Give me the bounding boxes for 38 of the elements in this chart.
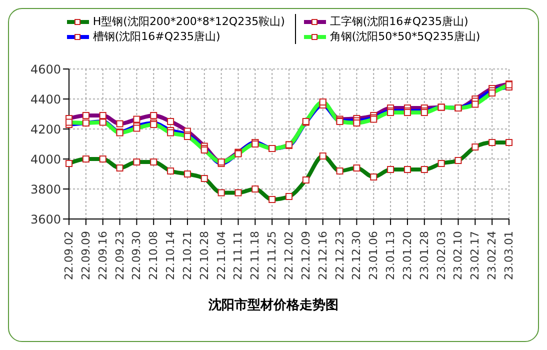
x-tick-label: 22.10.14 [164,231,178,280]
y-tick-label: 4200 [30,122,61,136]
y-tick-label: 4600 [30,62,61,76]
x-tick-label: 23.02.10 [452,231,465,280]
y-tick-label: 3600 [30,212,61,226]
x-tick-label: 23.01.06 [367,231,380,280]
x-tick-label: 23.01.20 [400,231,414,280]
x-tick-label: 22.11.04 [214,231,228,280]
legend-label: 角钢(沈阳50*50*5Q235唐山) [330,29,480,44]
x-tick-label: 23.02.03 [434,231,448,280]
y-tick-label: 4400 [30,92,61,106]
x-tick-label: 22.09.16 [96,231,110,280]
legend-label: H型钢(沈阳200*200*8*12Q235鞍山) [92,14,285,29]
x-tick-label: 22.09.23 [113,231,126,280]
legend-label: 工字钢(沈阳16#Q235唐山) [330,14,468,29]
x-tick-label: 22.09.02 [62,231,76,280]
x-tick-label: 22.10.08 [147,231,160,280]
x-tick-label: 22.10.28 [198,231,211,280]
x-tick-label: 23.01.13 [384,231,398,280]
x-tick-label: 22.11.25 [266,231,279,280]
x-tick-label: 22.12.16 [316,231,330,280]
x-tick-label: 22.12.02 [282,231,296,280]
x-tick-label: 22.12.30 [350,231,364,280]
x-tick-label: 22.12.23 [333,231,346,280]
x-tick-label: 23.02.17 [468,231,482,280]
x-tick-label: 22.10.21 [180,231,194,280]
y-tick-label: 4000 [30,152,61,166]
x-tick-label: 23.01.28 [418,231,431,280]
x-tick-label: 22.11.18 [248,231,262,280]
x-tick-label: 23.03.01 [502,231,516,280]
legend-label: 槽钢(沈阳16#Q235唐山) [92,29,220,44]
x-tick-label: 23.02.24 [486,231,499,280]
x-tick-label: 22.11.11 [232,231,245,280]
x-tick-label: 22.12.09 [299,231,312,280]
x-tick-label: 22.09.09 [79,231,92,280]
text: 沈阳市型材价格走势图 [208,296,340,314]
y-tick-label: 3800 [30,182,61,196]
x-tick-label: 22.09.30 [130,231,144,280]
